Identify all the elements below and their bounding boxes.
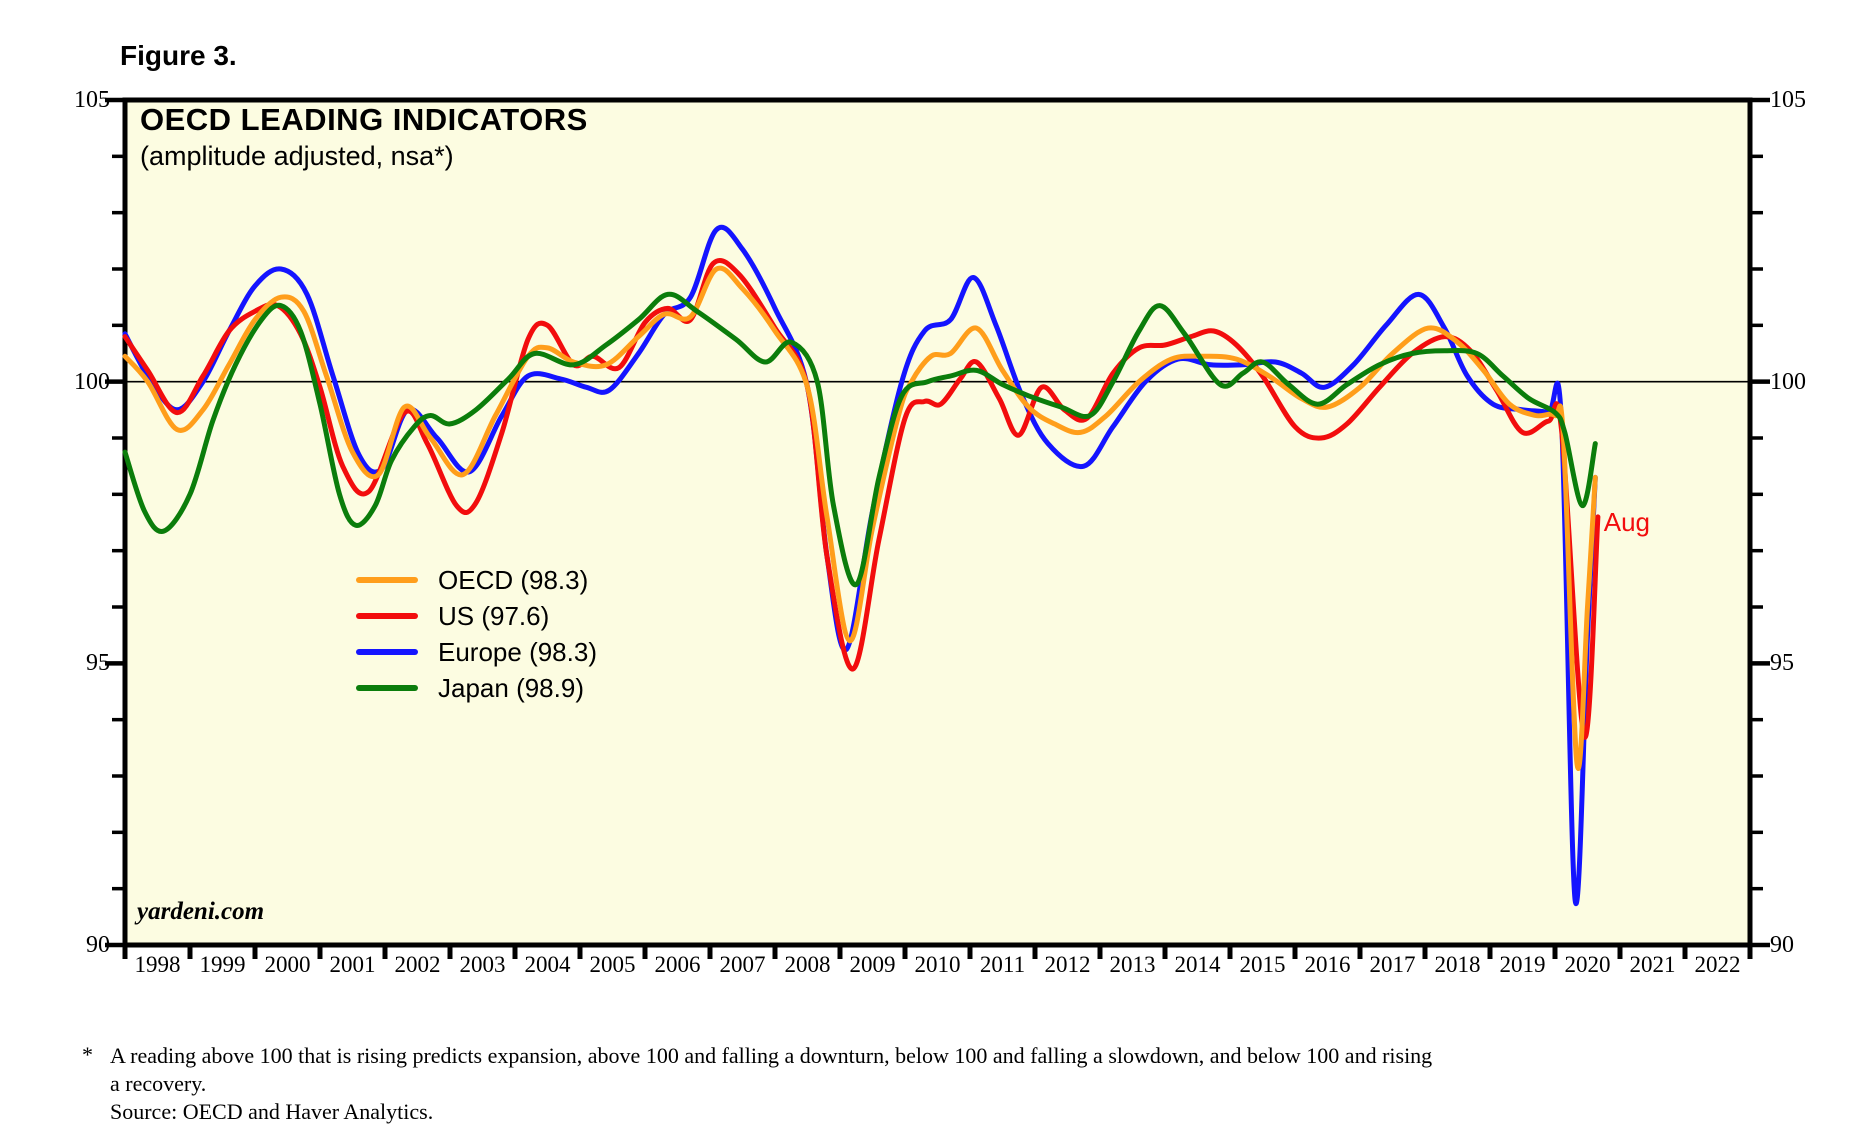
legend-label-us: US (97.6) (438, 600, 550, 631)
x-axis-label-2006: 2006 (654, 952, 701, 977)
x-axis-label-1998: 1998 (134, 952, 181, 977)
y-axis-label-left-95: 95 (86, 650, 110, 677)
series-line-oecd (122, 265, 1598, 771)
x-axis-label-2003: 2003 (459, 952, 506, 977)
x-axis-label-2004: 2004 (524, 952, 571, 977)
x-axis-label-2012: 2012 (1044, 952, 1091, 977)
annotation-aug-label: Aug (1603, 506, 1651, 537)
y-axis-label-left-90: 90 (86, 932, 110, 958)
y-axis-label-left-105: 105 (74, 87, 110, 113)
x-axis-label-2022: 2022 (1694, 952, 1741, 977)
x-axis-label-2000: 2000 (264, 952, 311, 977)
footnote-marker: * (82, 1042, 93, 1067)
plot-border (122, 97, 1753, 948)
x-axis-label-2018: 2018 (1434, 952, 1481, 977)
footnote-line-1: A reading above 100 that is rising predi… (110, 1043, 1433, 1068)
legend-label-europe: Europe (98.3) (438, 636, 597, 667)
chart-title: OECD LEADING INDICATORS (140, 102, 588, 137)
legend-swatch-japan (356, 685, 418, 691)
footnote-line-2: a recovery. (110, 1071, 207, 1096)
y-axis-label-right-105: 105 (1770, 87, 1806, 113)
series-line-japan (122, 291, 1598, 588)
x-axis-label-2011: 2011 (979, 952, 1026, 977)
legend: OECD (98.3) US (97.6) Europe (98.3) Japan (… (356, 562, 597, 706)
x-axis-label-2005: 2005 (589, 952, 636, 977)
footnote: A reading above 100 that is rising predi… (110, 1042, 1540, 1126)
x-axis-label-2001: 2001 (329, 952, 376, 977)
plot-background (125, 100, 1750, 945)
x-axis-label-2020: 2020 (1564, 952, 1611, 977)
x-axis-label-2015: 2015 (1239, 952, 1286, 977)
x-axis-label-2007: 2007 (719, 952, 766, 977)
x-axis-label-1999: 1999 (199, 952, 246, 977)
x-axis-label-2016: 2016 (1304, 952, 1351, 977)
x-axis-label-2014: 2014 (1174, 952, 1221, 977)
footnote-source: Source: OECD and Haver Analytics. (110, 1099, 434, 1124)
legend-item-europe: Europe (98.3) (356, 634, 597, 670)
y-axis-label-right-100: 100 (1770, 368, 1806, 395)
legend-swatch-us (356, 613, 418, 619)
x-axis-label-2009: 2009 (849, 952, 896, 977)
figure-label: Figure 3. (120, 40, 237, 71)
chart-subtitle: (amplitude adjusted, nsa*) (140, 141, 454, 171)
x-axis-label-2008: 2008 (784, 952, 831, 977)
x-axis-label-2010: 2010 (914, 952, 961, 977)
legend-item-us: US (97.6) (356, 598, 597, 634)
legend-item-japan: Japan (98.9) (356, 670, 597, 706)
x-axis-label-2013: 2013 (1109, 952, 1156, 977)
legend-item-oecd: OECD (98.3) (356, 562, 597, 598)
x-axis-label-2019: 2019 (1499, 952, 1546, 977)
legend-label-oecd: OECD (98.3) (438, 564, 589, 595)
legend-swatch-oecd (356, 577, 418, 583)
legend-swatch-europe (356, 649, 418, 655)
x-axis-label-2021: 2021 (1629, 952, 1676, 977)
watermark: yardeni.com (137, 898, 265, 925)
legend-label-japan: Japan (98.9) (438, 672, 584, 703)
y-axis-label-right-90: 90 (1770, 932, 1794, 958)
x-axis-label-2002: 2002 (394, 952, 441, 977)
x-axis-label-2017: 2017 (1369, 952, 1416, 977)
y-axis-label-right-95: 95 (1770, 650, 1794, 677)
y-axis-label-left-100: 100 (74, 368, 110, 395)
